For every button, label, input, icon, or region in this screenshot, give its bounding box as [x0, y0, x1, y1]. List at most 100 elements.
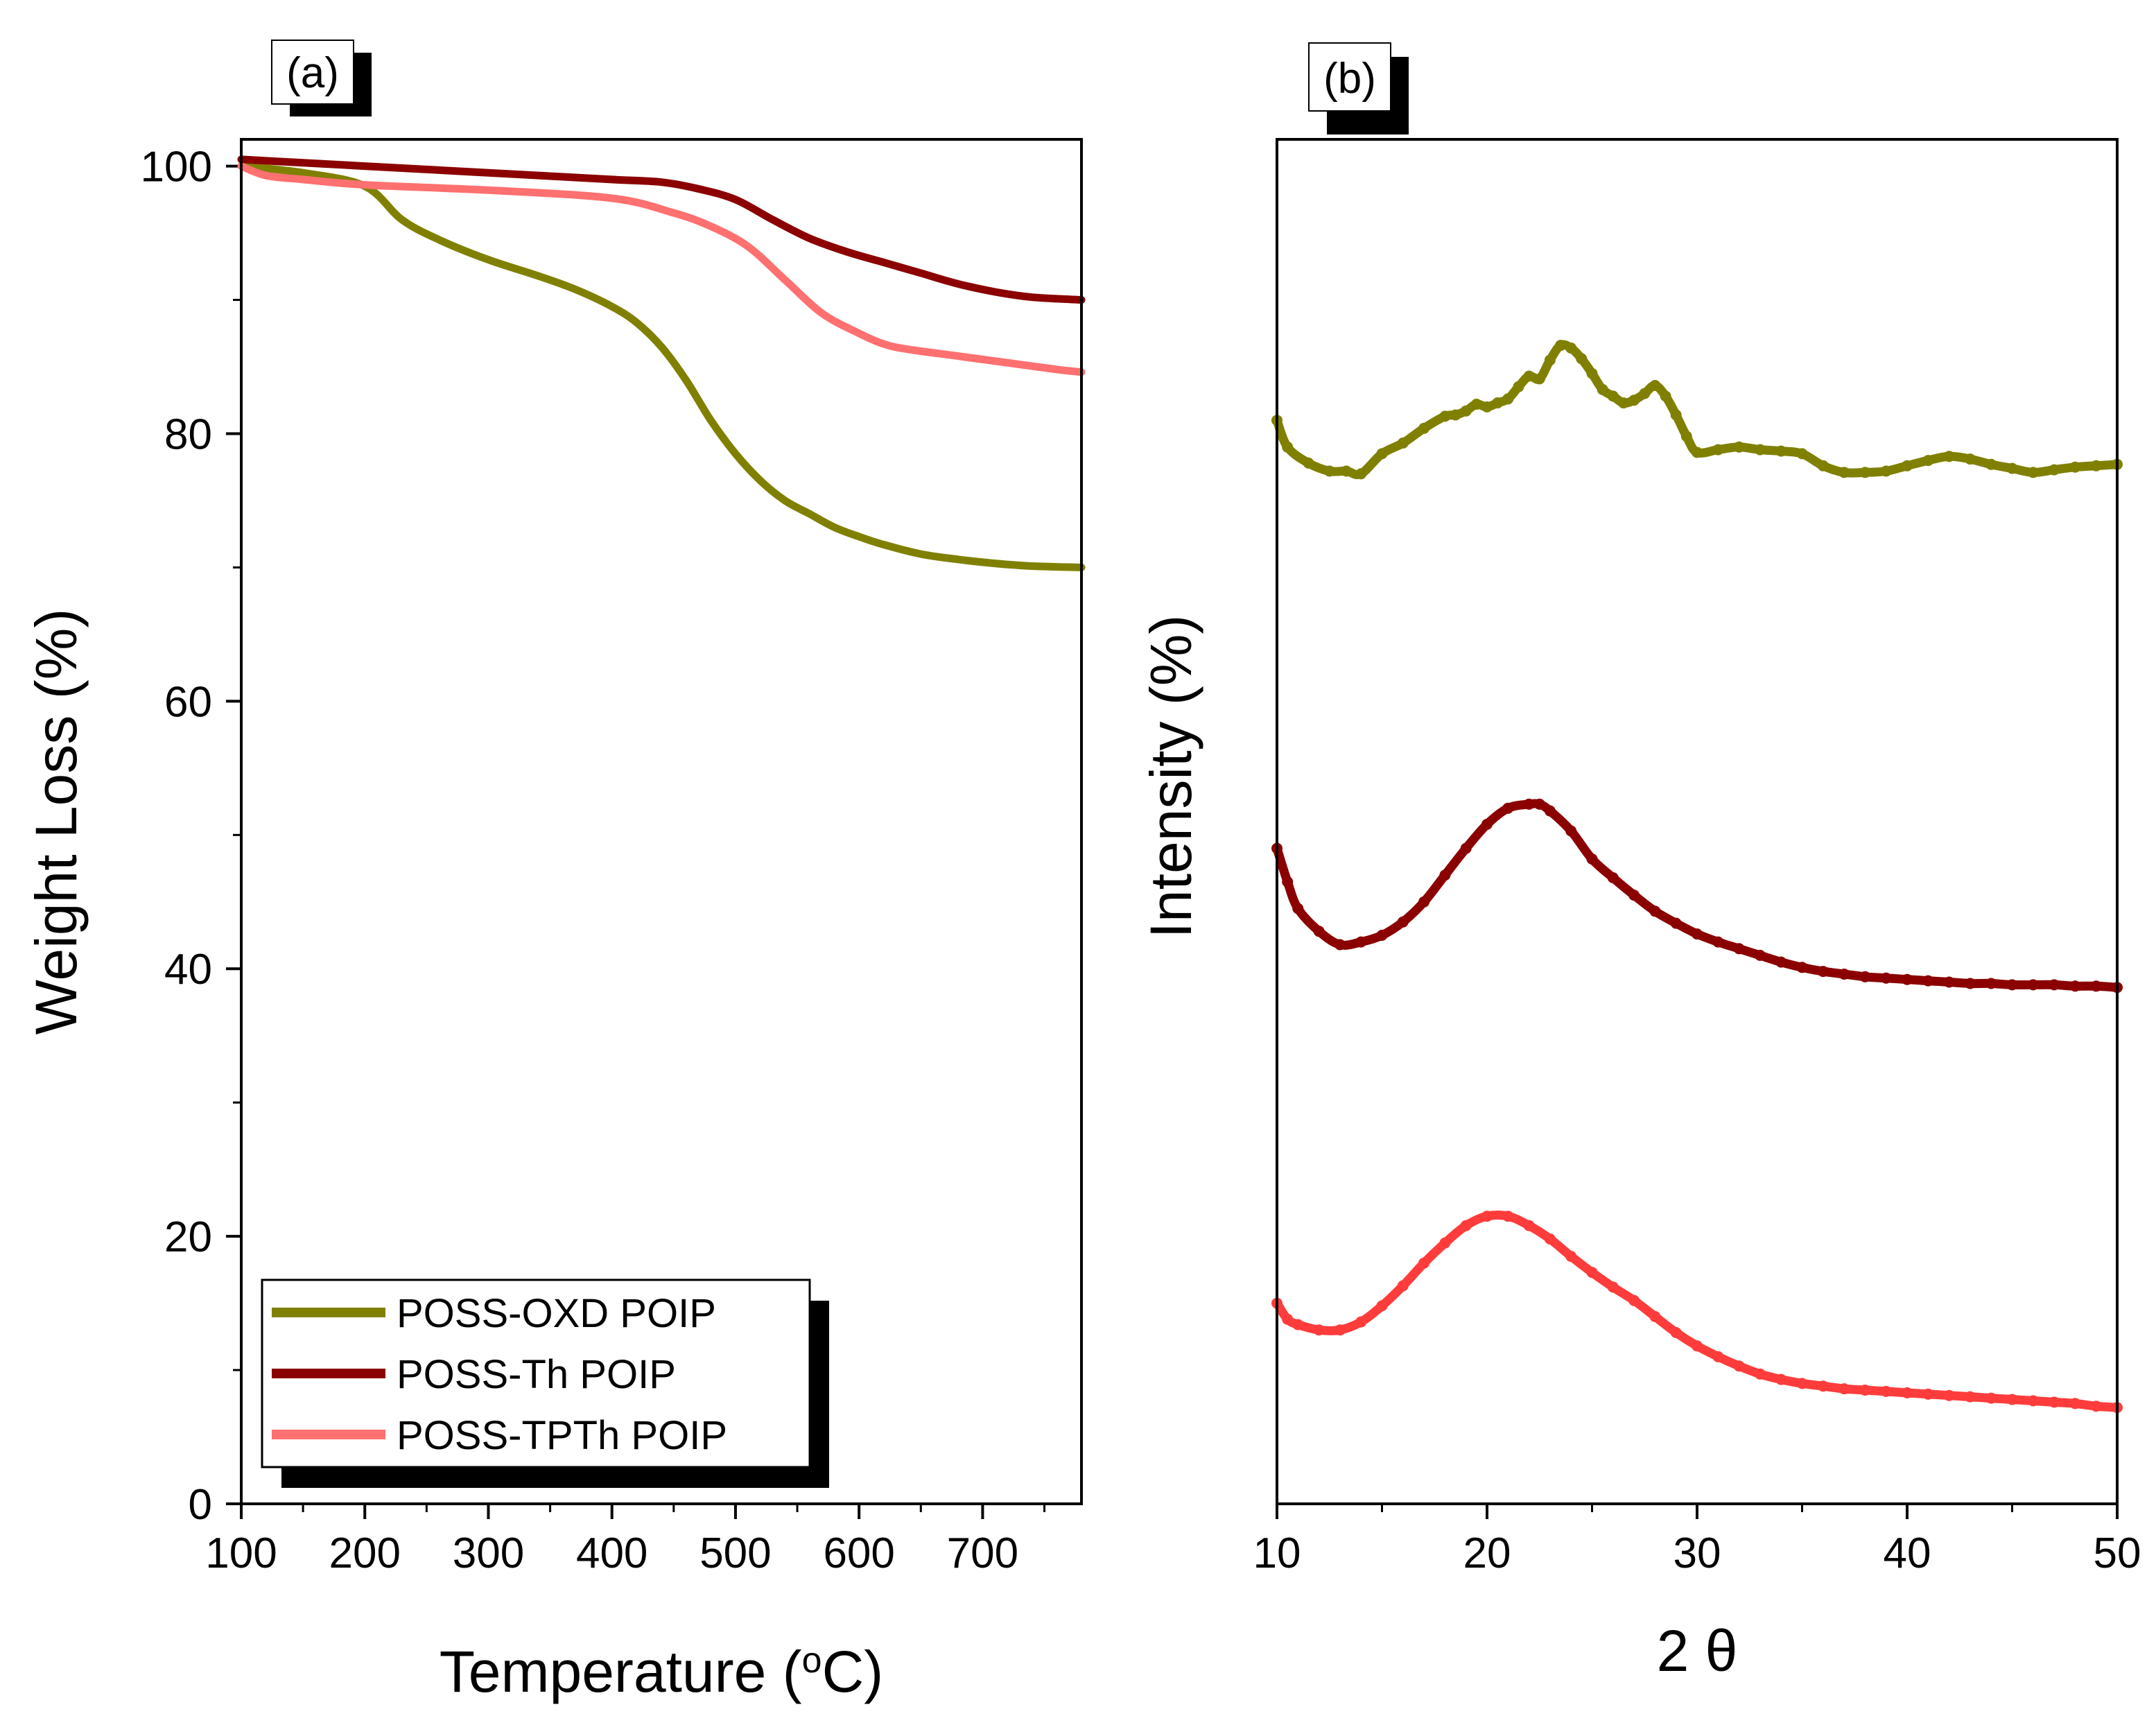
data-point-poss-oxd-poip	[1481, 401, 1493, 413]
data-point-poss-oxd-poip	[1639, 388, 1651, 399]
data-point-poss-oxd-poip	[1460, 405, 1472, 417]
data-point-poss-th-poip	[1775, 956, 1787, 968]
y-tick-label: 100	[141, 144, 212, 191]
panel-a-label: (a)	[286, 49, 339, 97]
series-line-poss-tpth-poip	[237, 162, 1086, 376]
series-line-poss-tpth-poip	[1272, 1210, 2122, 1412]
data-point-poss-oxd-poip	[1692, 447, 1703, 458]
data-point-poss-tpth-poip	[1964, 1391, 1976, 1403]
data-point-poss-oxd-poip	[1733, 441, 1745, 453]
data-point-poss-th-poip	[1607, 872, 1619, 883]
data-point-poss-tpth-poip	[1586, 1267, 1598, 1278]
data-point-poss-oxd-poip	[1323, 465, 1335, 477]
data-point-poss-tpth-poip	[1817, 1380, 1829, 1392]
data-point-poss-th-poip	[1922, 975, 1934, 987]
data-point-poss-tpth-poip	[2049, 1396, 2060, 1408]
data-point-poss-th-poip	[1649, 905, 1661, 917]
data-point-poss-oxd-poip	[1922, 455, 1934, 467]
panel-b-x-axis-title: 2 θ	[1657, 1618, 1738, 1683]
data-point-poss-tpth-poip	[1838, 1383, 1850, 1395]
data-point-poss-th-poip	[2090, 980, 2102, 992]
data-point-poss-oxd-poip	[1586, 367, 1598, 379]
x-tick-label: 600	[823, 1529, 894, 1577]
y-tick-label: 20	[164, 1213, 212, 1261]
y-tick-label: 60	[164, 678, 212, 726]
x-tick-label: 400	[576, 1529, 647, 1577]
data-point-poss-th-poip	[1796, 962, 1808, 973]
data-point-poss-oxd-poip	[1523, 370, 1535, 382]
data-point-poss-tpth-poip	[1712, 1351, 1724, 1362]
data-point-poss-oxd-poip	[1617, 397, 1629, 409]
x-tick-label: 20	[1463, 1529, 1511, 1577]
data-point-poss-tpth-poip	[1418, 1257, 1430, 1269]
series-line-poss-th-poip	[237, 155, 1086, 304]
data-point-poss-oxd-poip	[2049, 464, 2060, 476]
x-tick-label: 300	[453, 1529, 524, 1577]
data-point-poss-th-poip	[1817, 966, 1829, 978]
data-point-poss-oxd-poip	[1775, 445, 1787, 457]
data-point-poss-oxd-poip	[1817, 460, 1829, 471]
data-point-poss-tpth-poip	[1481, 1211, 1493, 1222]
data-point-poss-th-poip	[1565, 825, 1577, 837]
data-point-poss-tpth-poip	[1796, 1378, 1808, 1389]
data-point-poss-th-poip	[1628, 890, 1640, 901]
data-point-poss-oxd-poip	[1754, 444, 1766, 456]
data-point-poss-oxd-poip	[1282, 441, 1294, 453]
data-point-poss-oxd-poip	[1513, 381, 1524, 392]
data-point-poss-tpth-poip	[1397, 1280, 1409, 1292]
data-point-poss-oxd-poip	[1544, 354, 1556, 366]
data-point-poss-oxd-poip	[2006, 462, 2018, 474]
series-line-poss-th-poip	[1272, 799, 2122, 992]
panel-b-axes: 10 20 30 40 50	[1253, 1504, 2141, 1577]
data-point-poss-tpth-poip	[1282, 1313, 1294, 1325]
legend: POSS-OXD POIP POSS-Th POIP POSS-TPTh POI…	[261, 1278, 829, 1488]
data-point-poss-oxd-poip	[1502, 393, 1514, 405]
data-point-poss-th-poip	[1754, 949, 1766, 961]
x-tick-label: 50	[2094, 1529, 2141, 1577]
data-point-poss-tpth-poip	[1502, 1211, 1514, 1222]
data-point-poss-oxd-poip	[1565, 343, 1577, 354]
x-tick-label: 40	[1884, 1529, 1931, 1577]
data-point-poss-oxd-poip	[1418, 422, 1430, 434]
data-point-poss-th-poip	[2027, 979, 2039, 991]
data-point-poss-th-poip	[2006, 979, 2018, 991]
x-tick-label: 500	[699, 1529, 771, 1577]
data-point-poss-tpth-poip	[1292, 1319, 1304, 1330]
panel-b-xrd-chart: (b) 10 20 30 40 50 2 θ Intensity (%)	[1138, 42, 2141, 1683]
data-point-poss-tpth-poip	[1985, 1392, 1997, 1404]
data-point-poss-tpth-poip	[1628, 1294, 1640, 1306]
data-point-poss-tpth-poip	[1670, 1327, 1682, 1338]
data-point-poss-tpth-poip	[1565, 1251, 1577, 1263]
data-point-poss-oxd-poip	[1712, 444, 1724, 456]
data-point-poss-th-poip	[1859, 971, 1871, 982]
data-point-poss-tpth-poip	[2090, 1401, 2102, 1412]
data-point-poss-oxd-poip	[1397, 437, 1409, 449]
data-point-poss-th-poip	[1282, 876, 1294, 887]
data-point-poss-oxd-poip	[1439, 410, 1451, 422]
x-tick-label: 10	[1253, 1529, 1301, 1577]
y-tick-label: 40	[164, 946, 212, 994]
data-point-poss-oxd-poip	[1880, 465, 1892, 477]
data-point-poss-oxd-poip	[1376, 448, 1388, 460]
data-point-poss-tpth-poip	[1607, 1281, 1619, 1293]
panel-a-y-axis-title: Weight Loss (%)	[24, 609, 89, 1035]
data-point-poss-th-poip	[1544, 805, 1556, 817]
data-point-poss-tpth-poip	[1439, 1237, 1451, 1249]
y-tick-label: 80	[164, 410, 212, 458]
data-point-poss-th-poip	[1313, 926, 1325, 937]
panel-a-label-box	[271, 40, 354, 105]
data-point-poss-oxd-poip	[1597, 383, 1608, 395]
data-point-poss-th-poip	[1376, 930, 1388, 941]
data-point-poss-th-poip	[1880, 972, 1892, 984]
data-point-poss-tpth-poip	[1355, 1316, 1367, 1328]
data-point-poss-tpth-poip	[2006, 1394, 2018, 1405]
data-point-poss-tpth-poip	[1313, 1324, 1325, 1336]
data-point-poss-tpth-poip	[1754, 1368, 1766, 1380]
panel-a-series	[237, 155, 1086, 571]
data-point-poss-oxd-poip	[1859, 467, 1871, 478]
data-point-poss-th-poip	[1292, 903, 1304, 914]
data-point-poss-tpth-poip	[1775, 1373, 1787, 1385]
panel-a-axes: 100 200 300 400 500 600 700 0 20 40 60 80 100	[141, 144, 1046, 1577]
data-point-poss-tpth-poip	[1376, 1300, 1388, 1312]
